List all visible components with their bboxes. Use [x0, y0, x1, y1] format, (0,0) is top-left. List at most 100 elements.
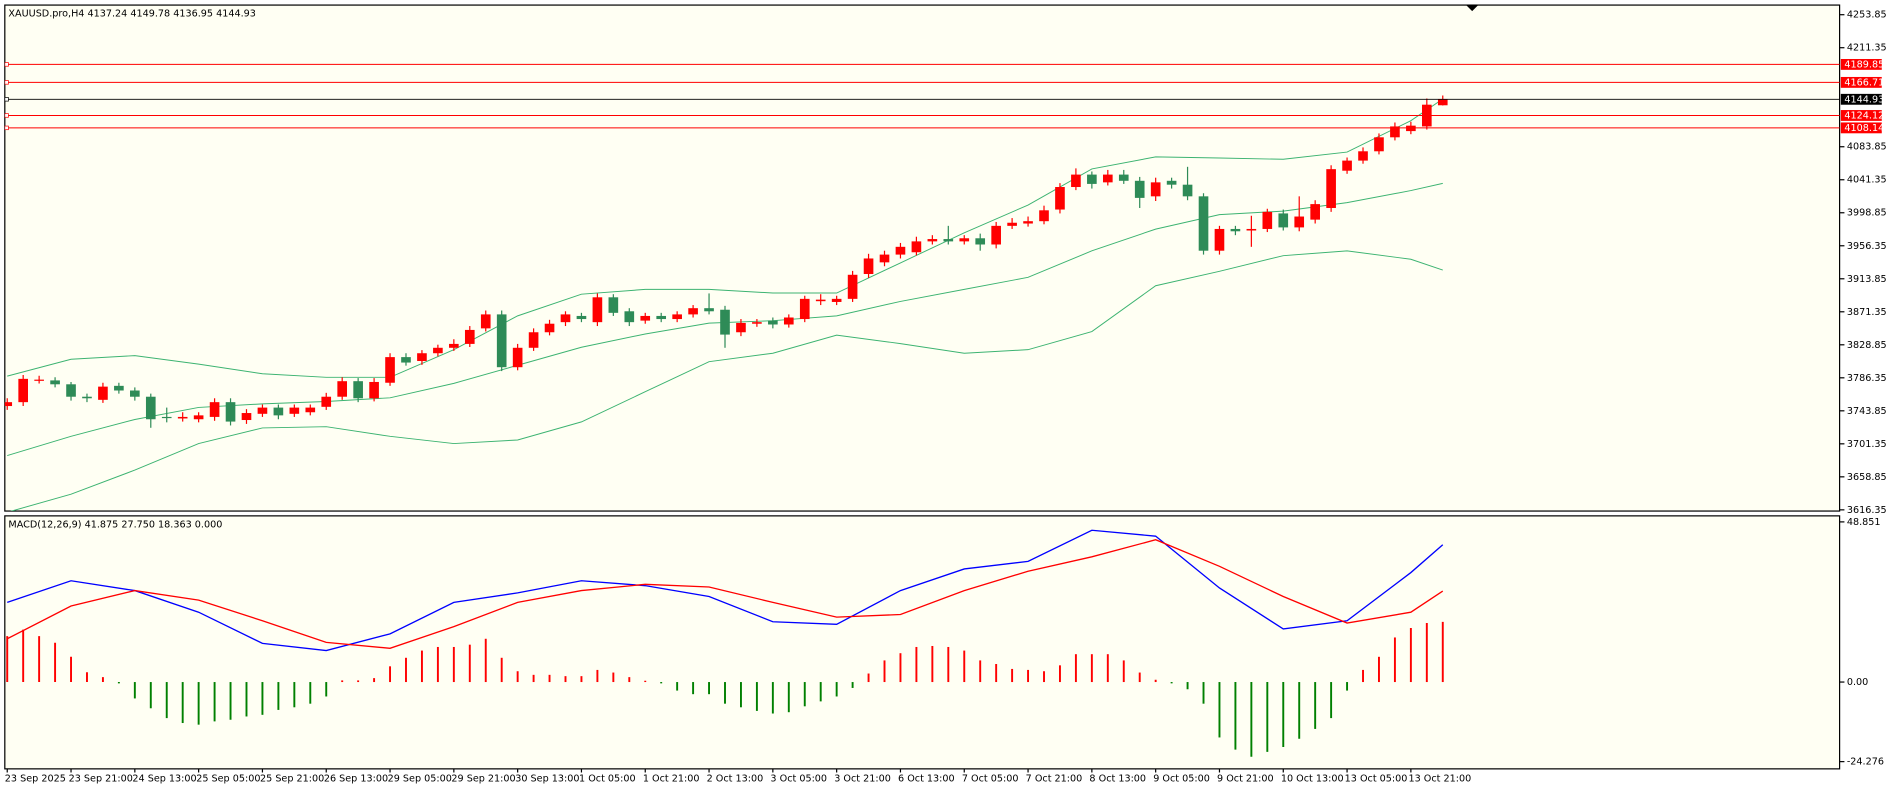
y-tick-label: 4253.85 — [1847, 10, 1887, 21]
x-tick-label: 25 Sep 21:00 — [260, 773, 324, 784]
candle-body — [1198, 196, 1209, 251]
candle-body — [863, 258, 874, 275]
level-label-bg — [1840, 76, 1882, 88]
y-tick-label: 4211.35 — [1847, 43, 1887, 54]
candle-body — [624, 311, 635, 323]
x-tick-label: 3 Oct 05:00 — [770, 773, 827, 784]
x-tick-label: 9 Oct 21:00 — [1217, 773, 1274, 784]
price-title: XAUUSD.pro,H4 4137.24 4149.78 4136.95 41… — [8, 9, 255, 20]
x-tick-label: 29 Sep 21:00 — [451, 773, 515, 784]
y-tick-label: 3913.85 — [1847, 274, 1887, 285]
candle-body — [289, 407, 300, 414]
candle-body — [1023, 221, 1033, 224]
y-tick-label: 3658.85 — [1847, 472, 1887, 483]
candle-body — [1007, 222, 1017, 226]
candle-body — [672, 314, 682, 320]
candle-body — [193, 415, 204, 420]
price-panel — [4, 4, 1841, 512]
indicator-line — [7, 98, 1444, 378]
candle-body — [1374, 137, 1384, 152]
candle-body — [241, 413, 252, 421]
level-label: 4166.71 — [1844, 77, 1884, 88]
candle-body — [464, 329, 475, 344]
candle-body — [512, 347, 523, 368]
candle-body — [1150, 182, 1161, 197]
candle-body — [544, 323, 555, 333]
candle-body — [4, 402, 13, 407]
candle-body — [1039, 210, 1049, 222]
candle-body — [114, 385, 124, 391]
indicator-line — [6, 539, 1444, 649]
x-tick-label: 13 Oct 05:00 — [1345, 773, 1408, 784]
candle-body — [720, 309, 730, 335]
candle-body — [385, 357, 395, 383]
candle-body — [1071, 174, 1081, 188]
candle-body — [783, 317, 794, 325]
y-tick-label: 48.851 — [1847, 517, 1881, 528]
candle-body — [496, 314, 507, 368]
candle-body — [704, 308, 714, 312]
candle-body — [257, 407, 268, 414]
candle-body — [1134, 180, 1145, 198]
candle-body — [608, 297, 619, 313]
candle-body — [98, 386, 108, 400]
candle-body — [145, 396, 156, 420]
candle-body — [991, 225, 1001, 245]
level-label-bg — [1840, 58, 1882, 70]
level-handle — [4, 97, 9, 102]
candle-body — [177, 416, 188, 419]
candle-body — [1390, 126, 1400, 138]
candle-body — [401, 357, 411, 363]
candle-body — [209, 402, 220, 417]
y-tick-label: 0.00 — [1847, 677, 1868, 688]
x-tick-label: 23 Sep 2025 — [5, 773, 66, 784]
indicator-line — [9, 250, 1443, 512]
candle-body — [656, 315, 667, 320]
candle-body — [528, 332, 539, 348]
axes: 3616.35 3658.85 3701.35 3743.85 3786.35 3828.… — [5, 10, 1887, 785]
candle-body — [592, 297, 603, 323]
shift-marker — [1466, 5, 1479, 12]
level-label-bg — [1840, 122, 1882, 134]
candle-body — [879, 254, 890, 263]
y-tick-label: 3871.35 — [1847, 307, 1887, 318]
candle-body — [82, 396, 92, 399]
candle-body — [847, 274, 858, 299]
level-handle — [4, 113, 9, 118]
y-tick-label: 3998.85 — [1847, 208, 1887, 219]
candle-body — [1262, 211, 1273, 229]
candle-body — [1102, 174, 1113, 183]
candle-body — [1118, 174, 1129, 181]
candle-body — [1246, 228, 1257, 231]
y-tick-label: 4041.35 — [1847, 175, 1887, 186]
candle-body — [576, 315, 587, 320]
candle-body — [225, 402, 236, 422]
x-tick-label: 1 Oct 05:00 — [579, 773, 636, 784]
candle-body — [688, 308, 698, 315]
level-handle — [4, 125, 9, 131]
level-label: 4124.12 — [1844, 110, 1884, 121]
level-label: 4108.14 — [1844, 123, 1884, 134]
x-tick-label: 2 Oct 13:00 — [707, 773, 764, 784]
x-tick-label: 6 Oct 13:00 — [898, 773, 955, 784]
y-tick-label: 3828.85 — [1847, 340, 1887, 351]
indicator-line — [7, 529, 1444, 652]
x-tick-label: 26 Sep 13:00 — [324, 773, 388, 784]
candle-body — [975, 238, 986, 245]
candle-body — [305, 407, 316, 413]
x-tick-label: 7 Oct 21:00 — [1026, 773, 1083, 784]
candle-body — [1406, 125, 1416, 132]
candle-body — [927, 239, 938, 242]
candle-body — [943, 239, 954, 242]
candle-body — [1326, 169, 1336, 208]
candle-body — [560, 314, 571, 323]
level-handle — [4, 80, 9, 85]
candle-body — [831, 298, 842, 302]
candle-body — [640, 315, 651, 321]
y-tick-label: 3956.35 — [1847, 241, 1887, 252]
level-label: 4189.85 — [1844, 59, 1884, 70]
x-tick-label: 29 Sep 05:00 — [388, 773, 452, 784]
x-tick-label: 1 Oct 21:00 — [643, 773, 700, 784]
x-tick-label: 10 Oct 13:00 — [1281, 773, 1344, 784]
